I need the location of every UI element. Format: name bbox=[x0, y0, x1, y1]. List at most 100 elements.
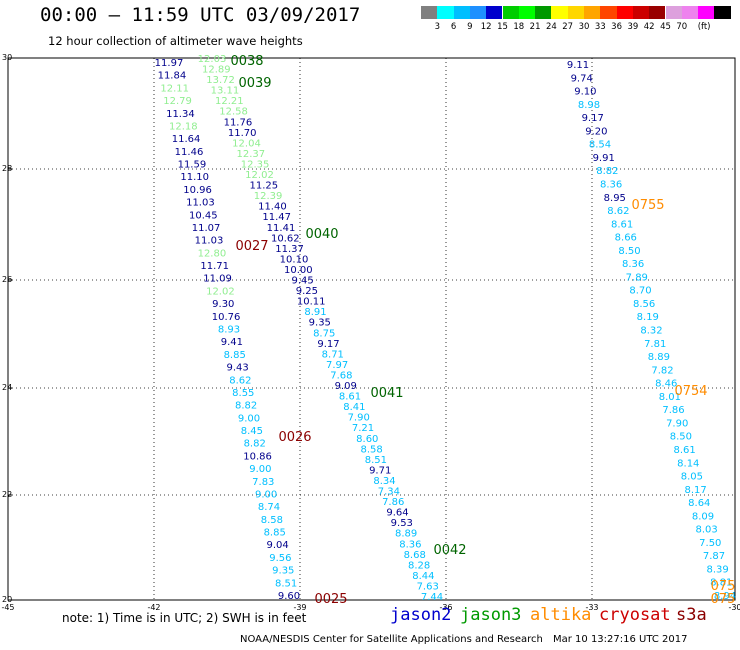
wave-height-value: 7.34 bbox=[378, 487, 400, 498]
wave-height-value: 11.47 bbox=[262, 212, 291, 223]
wave-height-value: 9.00 bbox=[238, 413, 260, 424]
wave-height-value: 9.41 bbox=[221, 337, 243, 348]
color-scale-swatch bbox=[665, 6, 682, 19]
wave-height-value: 8.85 bbox=[224, 350, 246, 361]
wave-height-value: 7.21 bbox=[352, 423, 374, 434]
legend-jason3: jason3 bbox=[460, 605, 522, 625]
color-scale-label: 33 bbox=[594, 22, 606, 32]
wave-height-value: 8.17 bbox=[684, 485, 706, 496]
wave-height-value: 9.53 bbox=[391, 518, 413, 529]
wave-height-value: 12.37 bbox=[236, 149, 265, 160]
color-scale-swatch bbox=[714, 6, 731, 19]
color-scale-swatch bbox=[600, 6, 617, 19]
color-scale-swatch bbox=[681, 6, 699, 19]
wave-height-value: 8.28 bbox=[408, 560, 430, 571]
wave-height-value: 8.68 bbox=[404, 550, 426, 561]
map-frame bbox=[7, 57, 736, 601]
y-tick-label: 30 bbox=[2, 53, 12, 62]
wave-height-value: 8.58 bbox=[261, 515, 283, 526]
wave-height-value: 8.71 bbox=[322, 349, 344, 360]
wave-height-value: 8.82 bbox=[235, 401, 257, 412]
color-scale-swatch bbox=[567, 6, 584, 19]
pass-time-label: 0027 bbox=[235, 239, 268, 254]
color-scale-swatch bbox=[632, 6, 650, 19]
pass-time-label: 075 bbox=[711, 592, 736, 607]
wave-height-value: 12.18 bbox=[169, 122, 198, 133]
wave-height-value: 11.97 bbox=[155, 58, 184, 69]
wave-height-value: 8.62 bbox=[607, 206, 629, 217]
pass-time-label: 0038 bbox=[230, 54, 263, 69]
wave-height-value: 8.74 bbox=[258, 502, 280, 513]
pass-time-label: 0025 bbox=[314, 592, 347, 607]
wave-height-value: 7.44 bbox=[421, 592, 443, 603]
wave-height-value: 9.00 bbox=[249, 464, 271, 475]
wave-height-value: 9.74 bbox=[571, 73, 593, 84]
wave-height-value: 12.89 bbox=[202, 65, 231, 76]
color-scale-swatch bbox=[649, 6, 666, 19]
color-scale-swatch bbox=[535, 6, 552, 19]
wave-height-value: 8.64 bbox=[688, 498, 710, 509]
color-scale-label: 21 bbox=[529, 22, 541, 32]
pass-time-label: 075 bbox=[711, 579, 736, 594]
wave-height-value: 8.89 bbox=[648, 352, 670, 363]
pass-time-label: 0042 bbox=[433, 543, 466, 558]
wave-height-value: 11.70 bbox=[228, 128, 257, 139]
pass-time-label: 0039 bbox=[238, 76, 271, 91]
color-scale-swatch bbox=[584, 6, 601, 19]
color-scale-label: 3 bbox=[434, 22, 440, 32]
wave-height-value: 8.58 bbox=[360, 444, 382, 455]
wave-height-value: 7.81 bbox=[644, 339, 666, 350]
color-scale-label: 12 bbox=[480, 22, 492, 32]
wave-height-value: 11.59 bbox=[178, 160, 207, 171]
wave-height-value: 11.10 bbox=[180, 172, 209, 183]
wave-height-value: 8.51 bbox=[275, 578, 297, 589]
color-scale-label: 24 bbox=[545, 22, 557, 32]
wave-height-value: 11.25 bbox=[249, 181, 278, 192]
wave-height-value: 11.41 bbox=[267, 223, 296, 234]
wave-height-value: 12.58 bbox=[219, 107, 248, 118]
y-tick-label: 26 bbox=[2, 275, 12, 284]
legend-cryosat: cryosat bbox=[599, 605, 671, 625]
wave-height-value: 9.25 bbox=[296, 286, 318, 297]
wave-height-value: 7.82 bbox=[651, 365, 673, 376]
x-tick-label: -42 bbox=[147, 603, 160, 612]
wave-height-value: 7.90 bbox=[666, 418, 688, 429]
color-scale-label: 39 bbox=[627, 22, 639, 32]
wave-height-value: 9.60 bbox=[278, 591, 300, 602]
color-scale-label: 9 bbox=[467, 22, 473, 32]
wave-height-value: 8.82 bbox=[244, 439, 266, 450]
color-scale-swatch bbox=[437, 6, 454, 19]
wave-height-value: 8.14 bbox=[677, 458, 699, 469]
wave-height-value: 8.75 bbox=[313, 328, 335, 339]
wave-height-value: 8.32 bbox=[640, 326, 662, 337]
wave-height-value: 8.61 bbox=[339, 392, 361, 403]
color-scale-label: 30 bbox=[578, 22, 590, 32]
wave-height-value: 11.37 bbox=[275, 244, 304, 255]
wave-height-value: 11.34 bbox=[166, 109, 195, 120]
wave-height-value: 7.86 bbox=[382, 497, 404, 508]
color-scale-swatch bbox=[616, 6, 633, 19]
wave-height-value: 11.84 bbox=[158, 71, 187, 82]
wave-height-value: 12.03 bbox=[198, 54, 227, 65]
wave-height-value: 12.80 bbox=[198, 248, 227, 259]
color-scale-swatch bbox=[518, 6, 536, 19]
color-scale-swatch bbox=[698, 6, 715, 19]
wave-height-value: 11.40 bbox=[258, 202, 287, 213]
wave-height-value: 8.44 bbox=[412, 571, 434, 582]
y-tick-label: 20 bbox=[2, 595, 12, 604]
wave-height-value: 9.30 bbox=[212, 299, 234, 310]
wave-height-value: 7.86 bbox=[662, 405, 684, 416]
color-scale-swatch bbox=[551, 6, 568, 19]
pass-time-label: 0040 bbox=[305, 227, 338, 242]
credit-text: NOAA/NESDIS Center for Satellite Applica… bbox=[240, 634, 543, 645]
wave-height-value: 8.70 bbox=[629, 286, 651, 297]
wave-height-value: 8.36 bbox=[600, 180, 622, 191]
footer-note: note: 1) Time is in UTC; 2) SWH is in fe… bbox=[62, 611, 307, 625]
wave-height-value: 9.35 bbox=[309, 318, 331, 329]
wave-height-value: 12.79 bbox=[163, 96, 192, 107]
wave-height-value: 8.66 bbox=[615, 233, 637, 244]
wave-height-value: 7.97 bbox=[326, 360, 348, 371]
y-tick-label: 24 bbox=[2, 383, 12, 392]
wave-height-value: 9.20 bbox=[585, 126, 607, 137]
wave-height-value: 11.03 bbox=[195, 236, 224, 247]
